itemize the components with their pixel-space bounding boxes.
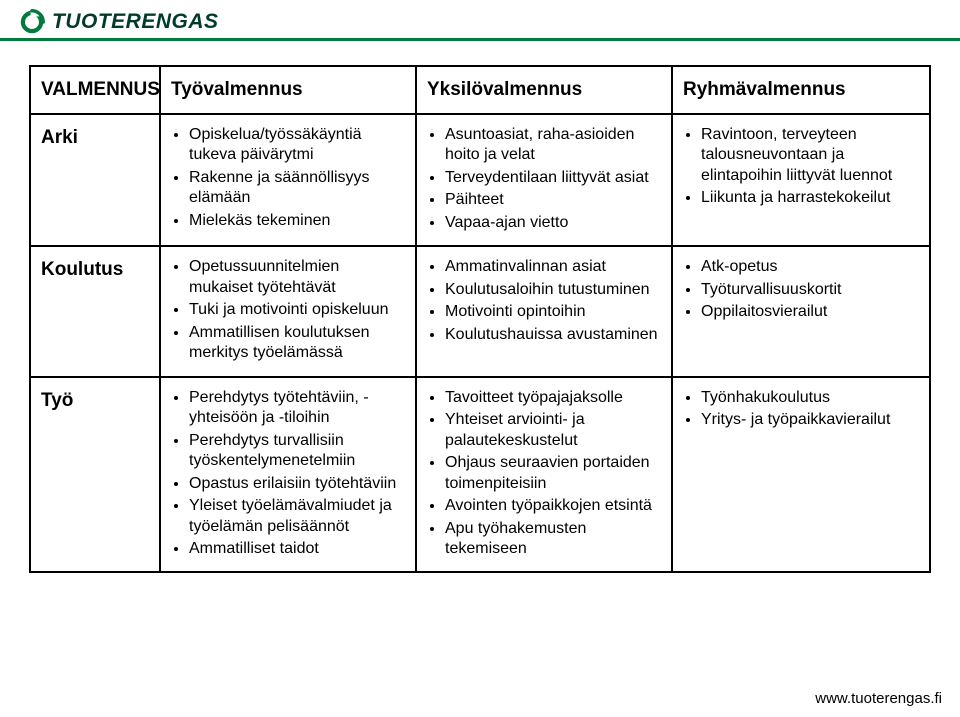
- list-item: Perehdytys turvallisiin työskentelymenet…: [189, 431, 405, 472]
- cell-koulutus-ryhmavalmennus: Atk-opetus Työturvallisuuskortit Oppilai…: [672, 246, 930, 376]
- cell-tyo-yksilovalmennus: Tavoitteet työpajajaksolle Yhteiset arvi…: [416, 377, 672, 573]
- list-item: Opetussuunnitelmien mukaiset työtehtävät: [189, 257, 405, 298]
- table-header-row: VALMENNUS Työvalmennus Yksilövalmennus R…: [30, 66, 930, 114]
- list-item: Liikunta ja harrastekokeilut: [701, 188, 919, 208]
- row-header-koulutus: Koulutus: [30, 246, 160, 376]
- list-item: Työnhakukoulutus: [701, 388, 919, 408]
- brand-name: TUOTERENGAS: [52, 10, 219, 34]
- corner-header: VALMENNUS: [30, 66, 160, 114]
- list-item: Koulutusaloihin tutustuminen: [445, 280, 661, 300]
- list-item: Yritys- ja työpaikkavierailut: [701, 410, 919, 430]
- list-item: Rakenne ja säännöllisyys elämään: [189, 168, 405, 209]
- cell-arki-tyovalmennus: Opiskelua/työssäkäyntiä tukeva päivärytm…: [160, 114, 416, 246]
- list-item: Avointen työpaikkojen etsintä: [445, 496, 661, 516]
- list-item: Päihteet: [445, 190, 661, 210]
- list-item: Opastus erilaisiin työtehtäviin: [189, 474, 405, 494]
- table-row: Arki Opiskelua/työssäkäyntiä tukeva päiv…: [30, 114, 930, 246]
- cell-koulutus-yksilovalmennus: Ammatinvalinnan asiat Koulutusaloihin tu…: [416, 246, 672, 376]
- cell-arki-yksilovalmennus: Asuntoasiat, raha-asioiden hoito ja vela…: [416, 114, 672, 246]
- list-item: Työturvallisuuskortit: [701, 280, 919, 300]
- cell-tyo-tyovalmennus: Perehdytys työtehtäviin, -yhteisöön ja -…: [160, 377, 416, 573]
- list-item: Atk-opetus: [701, 257, 919, 277]
- list-item: Tavoitteet työpajajaksolle: [445, 388, 661, 408]
- list-item: Apu työhakemusten tekemiseen: [445, 519, 661, 560]
- list-item: Perehdytys työtehtäviin, -yhteisöön ja -…: [189, 388, 405, 429]
- row-header-tyo: Työ: [30, 377, 160, 573]
- cell-tyo-ryhmavalmennus: Työnhakukoulutus Yritys- ja työpaikkavie…: [672, 377, 930, 573]
- table-row: Koulutus Opetussuunnitelmien mukaiset ty…: [30, 246, 930, 376]
- table-row: Työ Perehdytys työtehtäviin, -yhteisöön …: [30, 377, 930, 573]
- list-item: Oppilaitosvierailut: [701, 302, 919, 322]
- header: TUOTERENGAS: [0, 0, 960, 41]
- row-header-arki: Arki: [30, 114, 160, 246]
- list-item: Ammatilliset taidot: [189, 539, 405, 559]
- cell-koulutus-tyovalmennus: Opetussuunnitelmien mukaiset työtehtävät…: [160, 246, 416, 376]
- col-header-tyovalmennus: Työvalmennus: [160, 66, 416, 114]
- col-header-yksilovalmennus: Yksilövalmennus: [416, 66, 672, 114]
- list-item: Yhteiset arviointi- ja palautekeskustelu…: [445, 410, 661, 451]
- list-item: Asuntoasiat, raha-asioiden hoito ja vela…: [445, 125, 661, 166]
- list-item: Vapaa-ajan vietto: [445, 213, 661, 233]
- list-item: Ravintoon, terveyteen talousneuvontaan j…: [701, 125, 919, 186]
- footer-url: www.tuoterengas.fi: [815, 690, 942, 707]
- brand-logo: TUOTERENGAS: [18, 8, 219, 36]
- list-item: Ammatillisen koulutuksen merkitys työelä…: [189, 323, 405, 364]
- cell-arki-ryhmavalmennus: Ravintoon, terveyteen talousneuvontaan j…: [672, 114, 930, 246]
- valmennus-table: VALMENNUS Työvalmennus Yksilövalmennus R…: [29, 65, 931, 573]
- list-item: Motivointi opintoihin: [445, 302, 661, 322]
- brand-tyre-icon: [18, 8, 46, 36]
- list-item: Terveydentilaan liittyvät asiat: [445, 168, 661, 188]
- list-item: Tuki ja motivointi opiskeluun: [189, 300, 405, 320]
- col-header-ryhmavalmennus: Ryhmävalmennus: [672, 66, 930, 114]
- list-item: Koulutushauissa avustaminen: [445, 325, 661, 345]
- list-item: Yleiset työelämävalmiudet ja työelämän p…: [189, 496, 405, 537]
- list-item: Opiskelua/työssäkäyntiä tukeva päivärytm…: [189, 125, 405, 166]
- list-item: Ammatinvalinnan asiat: [445, 257, 661, 277]
- list-item: Mielekäs tekeminen: [189, 211, 405, 231]
- list-item: Ohjaus seuraavien portaiden toimenpiteis…: [445, 453, 661, 494]
